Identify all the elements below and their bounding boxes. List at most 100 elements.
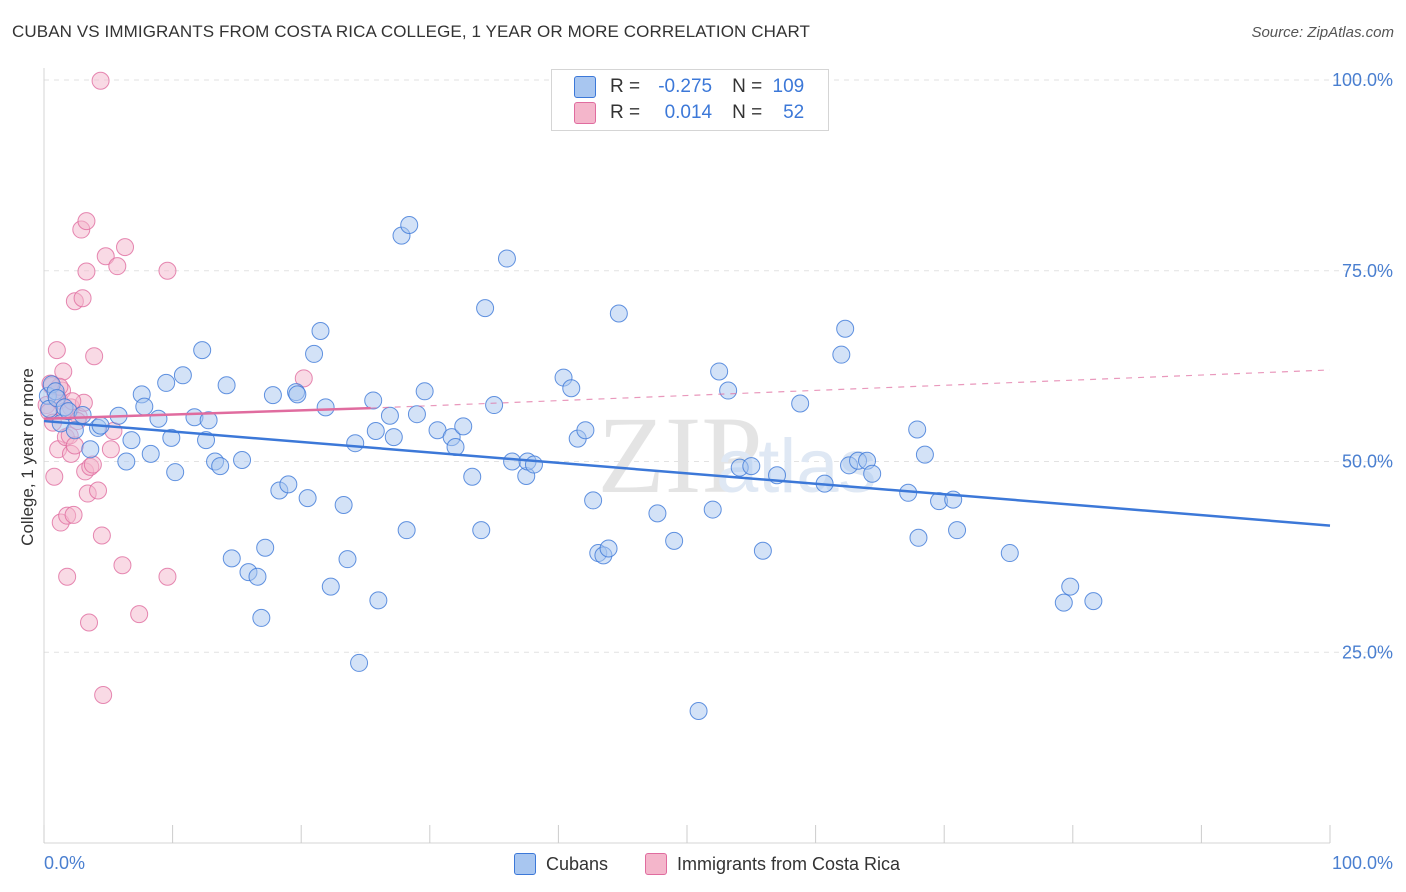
costa-rica-point bbox=[58, 567, 77, 586]
cubans-point bbox=[316, 398, 335, 417]
cubans-point bbox=[248, 567, 267, 586]
costa-rica-point bbox=[91, 71, 110, 90]
cubans-point bbox=[193, 341, 212, 360]
cubans-point bbox=[407, 405, 426, 424]
bottom-legend-label-cubans: Cubans bbox=[546, 853, 609, 874]
cubans-point bbox=[791, 394, 810, 413]
cubans-point bbox=[1000, 544, 1019, 563]
legend-n-label: N = bbox=[732, 102, 763, 123]
cubans-point bbox=[252, 608, 271, 627]
cubans-point bbox=[836, 319, 855, 338]
cubans-point bbox=[753, 541, 772, 560]
cubans-point bbox=[366, 421, 385, 440]
cubans-point bbox=[584, 491, 603, 510]
watermark-zip: ZIP bbox=[598, 394, 763, 516]
cubans-point bbox=[400, 215, 419, 234]
costa-rica-point bbox=[113, 556, 132, 575]
cubans-point bbox=[305, 344, 324, 363]
costa-rica-point bbox=[94, 685, 113, 704]
cubans-point bbox=[135, 397, 154, 416]
cubans-point bbox=[710, 362, 729, 381]
costa-rica-point bbox=[116, 238, 135, 257]
cubans-point bbox=[369, 591, 388, 610]
cubans-point bbox=[832, 345, 851, 364]
legend-r-value-cubans: -0.275 bbox=[658, 76, 713, 97]
costa-rica-point bbox=[80, 613, 99, 632]
cubans-point bbox=[1084, 592, 1103, 611]
costa-rica-point bbox=[47, 341, 66, 360]
legend-n-value-costa-rica: 52 bbox=[783, 102, 805, 123]
y-tick-label: 75.0% bbox=[1342, 261, 1393, 281]
cubans-point bbox=[909, 528, 928, 547]
cubans-point bbox=[197, 431, 216, 450]
cubans-point bbox=[256, 538, 275, 557]
y-axis-label: College, 1 year or more bbox=[18, 368, 37, 546]
costa-rica-point bbox=[77, 262, 96, 281]
chart-title: CUBAN VS IMMIGRANTS FROM COSTA RICA COLL… bbox=[12, 22, 811, 41]
legend-n-value-cubans: 109 bbox=[772, 76, 805, 97]
cubans-point bbox=[908, 420, 927, 439]
costa-rica-point bbox=[92, 526, 111, 545]
trend-lines bbox=[43, 369, 1331, 527]
cubans-point bbox=[397, 521, 416, 540]
costa-rica-point bbox=[85, 347, 104, 366]
costa-rica-point bbox=[130, 605, 149, 624]
costa-rica-point bbox=[77, 212, 96, 231]
y-tick-label: 100.0% bbox=[1332, 70, 1393, 90]
costa-rica-point bbox=[294, 369, 313, 388]
x-tick-label: 100.0% bbox=[1332, 853, 1393, 873]
costa-rica-point bbox=[101, 440, 120, 459]
cubans-point bbox=[599, 539, 618, 558]
cubans-point bbox=[609, 304, 628, 323]
cubans-point bbox=[384, 428, 403, 447]
cubans-point bbox=[222, 549, 241, 568]
cubans-point bbox=[1054, 593, 1073, 612]
trend-line-costa-rica-extension bbox=[370, 369, 1331, 409]
cubans-point bbox=[380, 406, 399, 425]
cubans-point bbox=[122, 431, 141, 450]
legend-r-label: R = bbox=[610, 102, 641, 123]
legend-r-value-costa-rica: 0.014 bbox=[664, 102, 713, 123]
source-credit: Source: ZipAtlas.com bbox=[1251, 24, 1394, 41]
cubans-point bbox=[334, 495, 353, 514]
cubans-point bbox=[65, 421, 84, 440]
cubans-point bbox=[173, 366, 192, 385]
cubans-point bbox=[665, 531, 684, 550]
costa-rica-point bbox=[108, 257, 127, 276]
legend-n-label: N = bbox=[732, 76, 763, 97]
cubans-point bbox=[338, 550, 357, 569]
cubans-point bbox=[217, 376, 236, 395]
cubans-point bbox=[321, 577, 340, 596]
cubans-point bbox=[117, 452, 136, 471]
cubans-point bbox=[211, 457, 230, 476]
correlation-legend: R = -0.275 N = 109 R = 0.014 N = 52 bbox=[551, 69, 829, 131]
costa-rica-point bbox=[89, 481, 108, 500]
cubans-point bbox=[476, 299, 495, 318]
costa-rica-point bbox=[65, 436, 84, 455]
costa-rica-point bbox=[158, 261, 177, 280]
cubans-point bbox=[689, 702, 708, 721]
cubans-point bbox=[472, 521, 491, 540]
cubans-point bbox=[719, 381, 738, 400]
cubans-point bbox=[346, 434, 365, 453]
cubans-point bbox=[279, 475, 298, 494]
cubans-point bbox=[648, 504, 667, 523]
cubans-point bbox=[350, 653, 369, 672]
cubans-point bbox=[233, 450, 252, 469]
cubans-point bbox=[497, 249, 516, 268]
cubans-point bbox=[141, 444, 160, 463]
cubans-point bbox=[503, 452, 522, 471]
costa-rica-point bbox=[45, 467, 64, 486]
legend-r-label: R = bbox=[610, 76, 641, 97]
bottom-legend-costa-rica: Immigrants from Costa Rica bbox=[645, 851, 900, 877]
costa-rica-point bbox=[83, 455, 102, 474]
bottom-legend-label-costa-rica: Immigrants from Costa Rica bbox=[677, 853, 901, 874]
gridlines bbox=[44, 79, 1392, 653]
cubans-point bbox=[562, 379, 581, 398]
cubans-point bbox=[415, 382, 434, 401]
tick-labels: 25.0% 50.0% 75.0% 100.0% 0.0% 100.0% bbox=[44, 70, 1393, 873]
legend-swatch-cubans bbox=[574, 76, 596, 98]
series-cubans-points bbox=[38, 215, 1103, 721]
cubans-point bbox=[863, 464, 882, 483]
